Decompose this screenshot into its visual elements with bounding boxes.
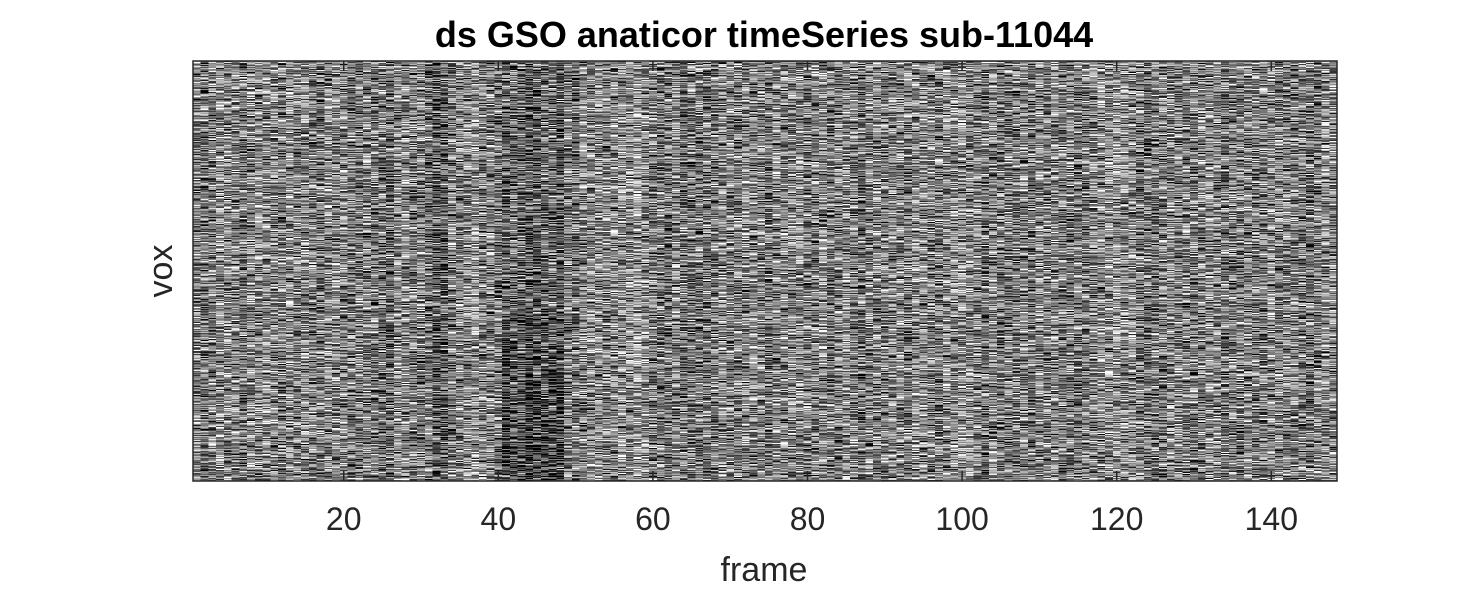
x-axis-ticks: 20 40 60 80 100 120 140 — [326, 61, 1298, 537]
x-tick-label: 140 — [1245, 501, 1298, 537]
axes-box — [192, 60, 1338, 482]
x-axis-label: frame — [721, 551, 808, 589]
x-tick-label: 120 — [1090, 501, 1143, 537]
heatmap-image — [193, 61, 1337, 481]
x-tick-label: 20 — [326, 501, 362, 537]
x-tick-label: 80 — [790, 501, 826, 537]
y-axis-label: vox — [142, 245, 180, 298]
x-tick-label: 40 — [481, 501, 517, 537]
chart-title: ds GSO anaticor timeSeries sub-11044 — [435, 14, 1093, 55]
x-tick-label: 100 — [935, 501, 988, 537]
x-tick-label: 60 — [635, 501, 671, 537]
